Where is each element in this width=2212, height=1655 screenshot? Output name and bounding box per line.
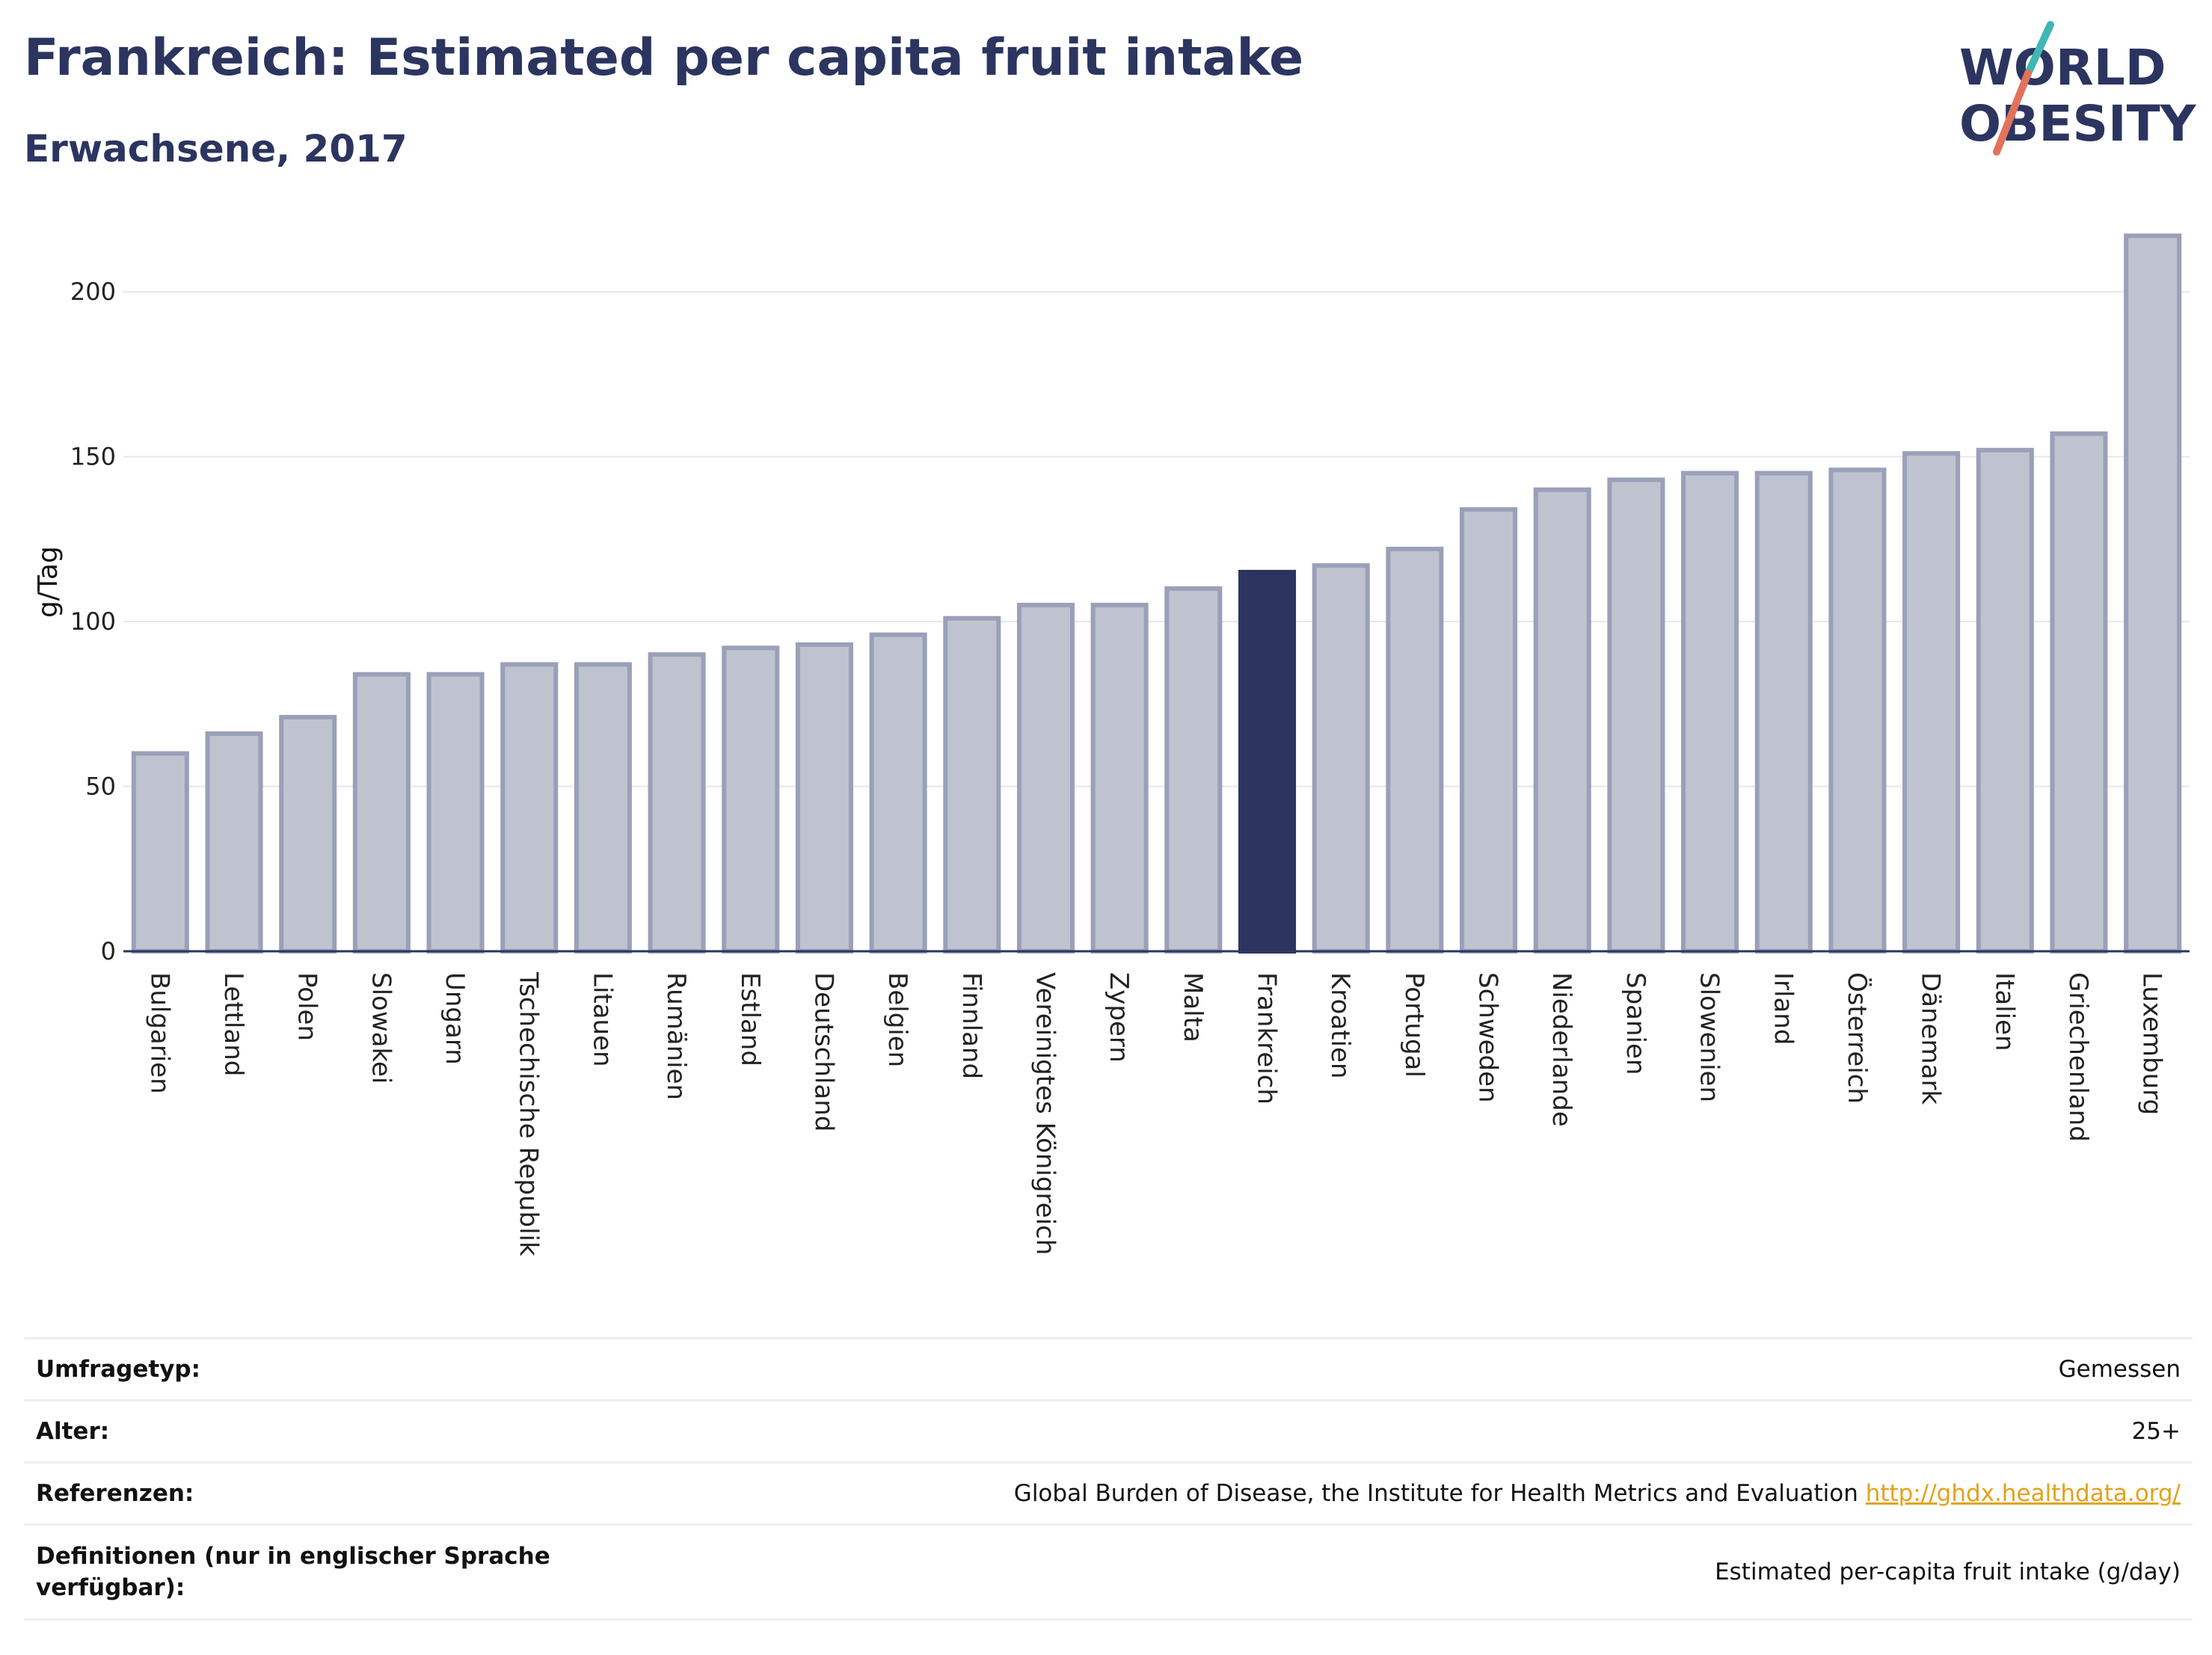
x-tick-label: Slowenien <box>1695 972 1724 1102</box>
x-tick-label: Tschechische Republik <box>514 971 544 1256</box>
x-tick-label: Finnland <box>956 972 986 1079</box>
bar <box>1312 563 1370 954</box>
reference-link[interactable]: http://ghdx.healthdata.org/ <box>1865 1480 2181 1507</box>
bar <box>869 632 927 954</box>
bar <box>426 672 485 954</box>
reference-text: Global Burden of Disease, the Institute … <box>1013 1480 1858 1507</box>
x-tick-label: Slowakei <box>366 972 396 1084</box>
chart-title: Frankreich: Estimated per capita fruit i… <box>24 28 1304 87</box>
y-tick-label: 50 <box>85 773 116 801</box>
info-value: Estimated per-capita fruit intake (g/day… <box>1715 1559 2181 1585</box>
x-tick-label: Ungarn <box>440 972 470 1065</box>
info-value: Gemessen <box>2058 1356 2181 1383</box>
logo-text-world: WORLD <box>1959 39 2166 96</box>
info-value-cell: Global Burden of Disease, the Institute … <box>586 1463 2193 1525</box>
bar <box>352 672 411 954</box>
bar <box>205 731 263 954</box>
x-tick-label: Luxemburg <box>2137 972 2167 1115</box>
bar <box>1902 451 1961 954</box>
x-tick-label: Niederlande <box>1546 972 1576 1127</box>
bar <box>722 645 780 954</box>
y-axis-label: g/Tag <box>33 546 64 618</box>
x-tick-label: Bulgarien <box>144 972 174 1094</box>
bar <box>1016 603 1075 954</box>
x-tick-label: Schweden <box>1473 972 1503 1103</box>
logo-slash-coral <box>1993 70 2032 156</box>
bar <box>2124 233 2182 954</box>
x-tick-label: Irland <box>1768 972 1798 1045</box>
bar <box>943 615 1001 954</box>
y-tick-label: 100 <box>70 607 116 636</box>
info-label: Alter: <box>36 1418 110 1445</box>
x-tick-label: Deutschland <box>808 972 838 1132</box>
info-row-definitions: Definitionen (nur in englischer Sprache … <box>24 1524 2193 1620</box>
x-tick-label: Portugal <box>1399 972 1429 1078</box>
bar <box>1386 547 1444 954</box>
info-value: 25+ <box>2131 1418 2181 1445</box>
x-tick-label: Frankreich <box>1252 972 1282 1105</box>
x-tick-label: Rumänien <box>661 972 691 1100</box>
bar <box>1533 487 1591 954</box>
x-tick-label: Griechenland <box>2063 972 2093 1142</box>
info-label: Umfragetyp: <box>36 1356 200 1383</box>
x-tick-label: Litauen <box>587 972 617 1067</box>
bar <box>795 642 853 954</box>
info-label: Referenzen: <box>36 1480 194 1507</box>
y-tick-label: 200 <box>70 277 116 306</box>
x-tick-label: Polen <box>292 972 322 1041</box>
chart-subtitle: Erwachsene, 2017 <box>24 127 408 171</box>
x-tick-label: Vereinigtes Königreich <box>1030 972 1060 1255</box>
info-row-age: Alter: 25+ <box>24 1400 2193 1463</box>
bar <box>648 652 706 954</box>
bar <box>1460 507 1518 954</box>
bar <box>1828 467 1887 954</box>
bar <box>574 662 632 954</box>
bar <box>1681 470 1739 954</box>
world-obesity-logo: WORLD OBESITY <box>1959 21 2197 156</box>
x-tick-label: Österreich <box>1842 972 1872 1104</box>
bar <box>1090 603 1149 954</box>
bar <box>1976 447 2034 954</box>
bar <box>500 662 559 954</box>
x-tick-label: Dänemark <box>1916 972 1946 1105</box>
bar-chart: 0 50 100 150 200 Bulgarien Lettland Polen Slowak… <box>33 233 2190 1256</box>
info-table: Umfragetyp: Gemessen Alter: 25+ Referenz… <box>24 1337 2193 1621</box>
x-tick-label: Lettland <box>218 972 248 1076</box>
bar <box>2050 431 2108 954</box>
bar <box>1607 477 1665 954</box>
bar <box>1754 470 1813 954</box>
x-tick-label: Belgien <box>882 972 912 1067</box>
x-tick-label: Italien <box>1989 972 2019 1051</box>
bar <box>1164 586 1223 954</box>
x-tick-label: Zypern <box>1104 972 1134 1063</box>
x-tick-label: Kroatien <box>1325 972 1355 1078</box>
bar <box>1238 569 1297 954</box>
x-tick-label: Estland <box>735 972 765 1066</box>
x-tick-label: Malta <box>1178 972 1208 1043</box>
info-row-survey-type: Umfragetyp: Gemessen <box>24 1338 2193 1401</box>
info-label: Definitionen (nur in englischer Sprache … <box>36 1543 550 1601</box>
y-tick-label: 150 <box>70 443 116 471</box>
logo-slash-teal <box>2024 21 2054 77</box>
info-row-references: Referenzen: Global Burden of Disease, th… <box>24 1462 2193 1525</box>
bar <box>279 714 337 954</box>
x-tick-label: Spanien <box>1620 972 1650 1075</box>
bar <box>131 751 189 954</box>
y-tick-label: 0 <box>101 937 116 965</box>
